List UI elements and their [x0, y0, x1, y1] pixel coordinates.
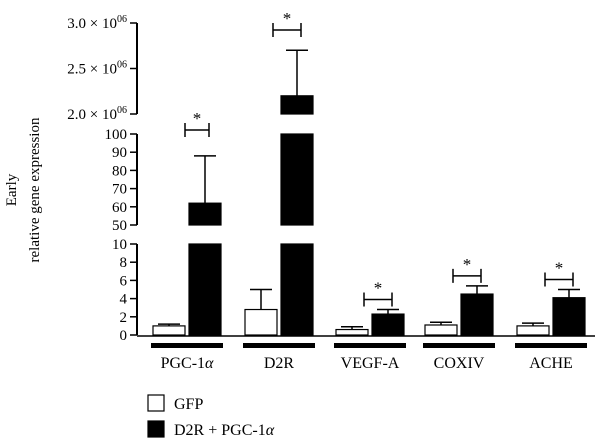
category-bar: [243, 343, 315, 348]
bar-gfp: [244, 308, 278, 336]
y-tick-label: 70: [112, 182, 127, 198]
category-label: ACHE: [529, 355, 573, 372]
bar-d2r-pgc: [188, 202, 222, 226]
bars: * * * * *: [152, 9, 586, 336]
category-label: D2R: [264, 355, 295, 372]
legend-label: GFP: [174, 396, 203, 413]
bar-d2r-pgc: [371, 313, 405, 336]
y-tick-label: 0: [120, 328, 128, 344]
category-bar: [515, 343, 587, 348]
significance-star: *: [283, 9, 292, 28]
bar-d2r-pgc: [280, 133, 314, 226]
bar-gfp: [516, 325, 550, 336]
legend-swatch: [147, 420, 165, 438]
significance-star: *: [555, 259, 564, 278]
bar-d2r-pgc: [280, 95, 314, 115]
bar-gfp: [152, 325, 186, 336]
legend-label: D2R + PGC-1α: [174, 422, 275, 439]
y-tick-label: 50: [112, 218, 127, 234]
category-label: PGC-1α: [161, 355, 214, 372]
category-bar: [151, 343, 223, 348]
category-bar: [334, 343, 406, 348]
bar-gfp: [424, 324, 458, 336]
y-tick-label: 3.0 × 1006: [67, 14, 127, 32]
category-label: COXIV: [434, 355, 485, 372]
y-tick-label: 100: [105, 127, 128, 143]
legend: GFP D2R + PGC-1α: [147, 394, 275, 439]
y-tick-label: 4: [120, 292, 128, 308]
category-label: VEGF-A: [341, 355, 400, 372]
y-tick-label: 80: [112, 163, 127, 179]
axes: 0 2 4 6 8 10 50 60 70 80 90 100 2.0 × 1006 2.5 × 1006…: [67, 14, 595, 372]
significance-star: *: [463, 255, 472, 274]
bar-gfp: [335, 328, 369, 336]
bar-d2r-pgc: [280, 243, 314, 336]
y-axis-label-line-2: relative gene expression: [27, 117, 43, 262]
significance-star: *: [374, 279, 383, 298]
category-bar: [423, 343, 495, 348]
bar-d2r-pgc: [460, 293, 494, 336]
y-tick-label: 8: [120, 255, 128, 271]
legend-swatch: [147, 394, 165, 412]
y-tick-label: 2: [120, 310, 128, 326]
y-axis-label-line-1: Early: [4, 173, 20, 206]
y-axis-label: Early relative gene expression: [4, 117, 43, 262]
y-tick-label: 60: [112, 200, 127, 216]
y-tick-label: 2.0 × 1006: [67, 105, 127, 123]
y-tick-label: 2.5 × 1006: [67, 60, 127, 78]
y-tick-label: 90: [112, 145, 127, 161]
bar-d2r-pgc: [188, 243, 222, 336]
y-tick-label: 6: [120, 273, 128, 289]
significance-star: *: [193, 109, 202, 128]
bar-d2r-pgc: [552, 297, 586, 336]
y-tick-label: 10: [112, 237, 127, 253]
